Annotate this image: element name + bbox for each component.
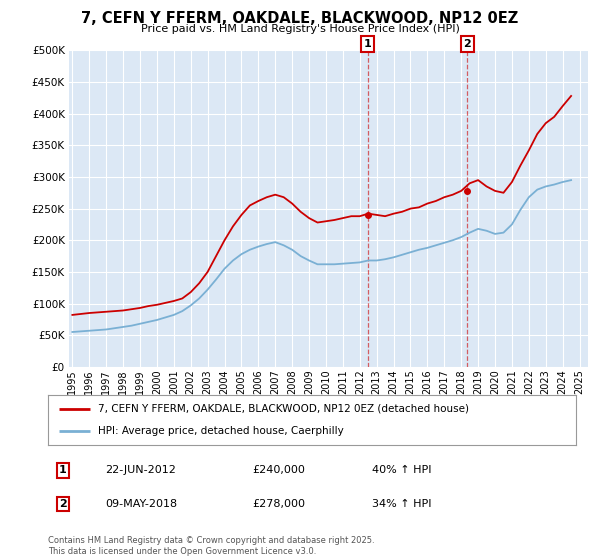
Text: 7, CEFN Y FFERM, OAKDALE, BLACKWOOD, NP12 0EZ (detached house): 7, CEFN Y FFERM, OAKDALE, BLACKWOOD, NP1…: [98, 404, 469, 414]
Text: Price paid vs. HM Land Registry's House Price Index (HPI): Price paid vs. HM Land Registry's House …: [140, 24, 460, 34]
Text: Contains HM Land Registry data © Crown copyright and database right 2025.
This d: Contains HM Land Registry data © Crown c…: [48, 536, 374, 556]
Text: 09-MAY-2018: 09-MAY-2018: [105, 499, 177, 509]
Text: 2: 2: [463, 39, 471, 49]
Text: £278,000: £278,000: [252, 499, 305, 509]
Text: 34% ↑ HPI: 34% ↑ HPI: [372, 499, 431, 509]
Text: 7, CEFN Y FFERM, OAKDALE, BLACKWOOD, NP12 0EZ: 7, CEFN Y FFERM, OAKDALE, BLACKWOOD, NP1…: [82, 11, 518, 26]
Text: 1: 1: [59, 465, 67, 475]
Text: 2: 2: [59, 499, 67, 509]
Text: 40% ↑ HPI: 40% ↑ HPI: [372, 465, 431, 475]
Text: 1: 1: [364, 39, 371, 49]
Text: £240,000: £240,000: [252, 465, 305, 475]
Text: 22-JUN-2012: 22-JUN-2012: [105, 465, 176, 475]
Text: HPI: Average price, detached house, Caerphilly: HPI: Average price, detached house, Caer…: [98, 426, 344, 436]
